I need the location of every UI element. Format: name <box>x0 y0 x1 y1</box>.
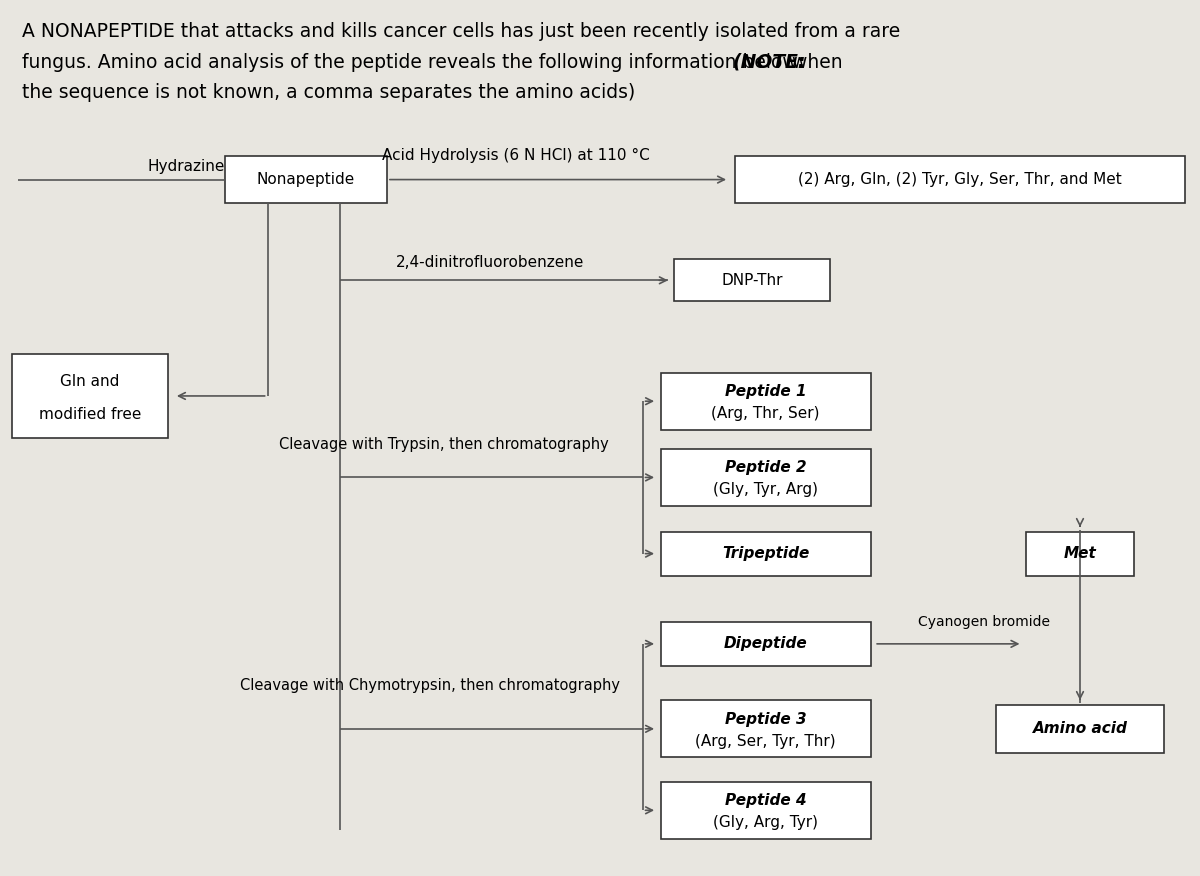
Text: Hydrazine: Hydrazine <box>148 159 224 174</box>
FancyBboxPatch shape <box>1026 532 1134 576</box>
FancyBboxPatch shape <box>661 701 871 757</box>
Text: when: when <box>786 53 842 72</box>
Text: Cyanogen bromide: Cyanogen bromide <box>918 615 1050 629</box>
FancyBboxPatch shape <box>661 622 871 666</box>
Text: Cleavage with Trypsin, then chromatography: Cleavage with Trypsin, then chromatograp… <box>280 436 608 452</box>
FancyBboxPatch shape <box>661 373 871 429</box>
Text: Peptide 3: Peptide 3 <box>725 711 806 727</box>
Text: (2) Arg, Gln, (2) Tyr, Gly, Ser, Thr, and Met: (2) Arg, Gln, (2) Tyr, Gly, Ser, Thr, an… <box>798 172 1122 187</box>
FancyBboxPatch shape <box>674 259 830 301</box>
Text: A NONAPEPTIDE that attacks and kills cancer cells has just been recently isolate: A NONAPEPTIDE that attacks and kills can… <box>22 22 900 41</box>
Text: (Gly, Arg, Tyr): (Gly, Arg, Tyr) <box>713 816 818 830</box>
FancyBboxPatch shape <box>996 704 1164 752</box>
FancyBboxPatch shape <box>661 449 871 506</box>
Text: Dipeptide: Dipeptide <box>724 636 808 652</box>
Text: modified free: modified free <box>38 406 142 421</box>
FancyBboxPatch shape <box>734 156 1186 203</box>
Text: Gln and: Gln and <box>60 374 120 389</box>
Text: (Arg, Thr, Ser): (Arg, Thr, Ser) <box>712 406 820 421</box>
Text: (NOTE:: (NOTE: <box>732 53 805 72</box>
Text: 2,4-dinitrofluorobenzene: 2,4-dinitrofluorobenzene <box>396 255 583 271</box>
Text: Acid Hydrolysis (6 N HCl) at 110 °C: Acid Hydrolysis (6 N HCl) at 110 °C <box>382 148 650 164</box>
Text: (Gly, Tyr, Arg): (Gly, Tyr, Arg) <box>713 483 818 498</box>
Text: DNP-Thr: DNP-Thr <box>721 272 784 288</box>
Text: Tripeptide: Tripeptide <box>722 546 809 562</box>
Text: Peptide 2: Peptide 2 <box>725 460 806 476</box>
FancyBboxPatch shape <box>12 354 168 437</box>
FancyBboxPatch shape <box>661 781 871 839</box>
Text: the sequence is not known, a comma separates the amino acids): the sequence is not known, a comma separ… <box>22 83 635 102</box>
FancyBboxPatch shape <box>226 156 386 203</box>
Text: Amino acid: Amino acid <box>1032 721 1128 737</box>
Text: Peptide 4: Peptide 4 <box>725 793 806 809</box>
Text: Nonapeptide: Nonapeptide <box>257 172 355 187</box>
Text: Cleavage with Chymotrypsin, then chromatography: Cleavage with Chymotrypsin, then chromat… <box>240 677 619 693</box>
Text: fungus. Amino acid analysis of the peptide reveals the following information bel: fungus. Amino acid analysis of the pepti… <box>22 53 809 72</box>
Text: (Arg, Ser, Tyr, Thr): (Arg, Ser, Tyr, Thr) <box>695 734 836 749</box>
Text: Met: Met <box>1063 546 1097 562</box>
Text: Peptide 1: Peptide 1 <box>725 384 806 399</box>
FancyBboxPatch shape <box>661 532 871 576</box>
